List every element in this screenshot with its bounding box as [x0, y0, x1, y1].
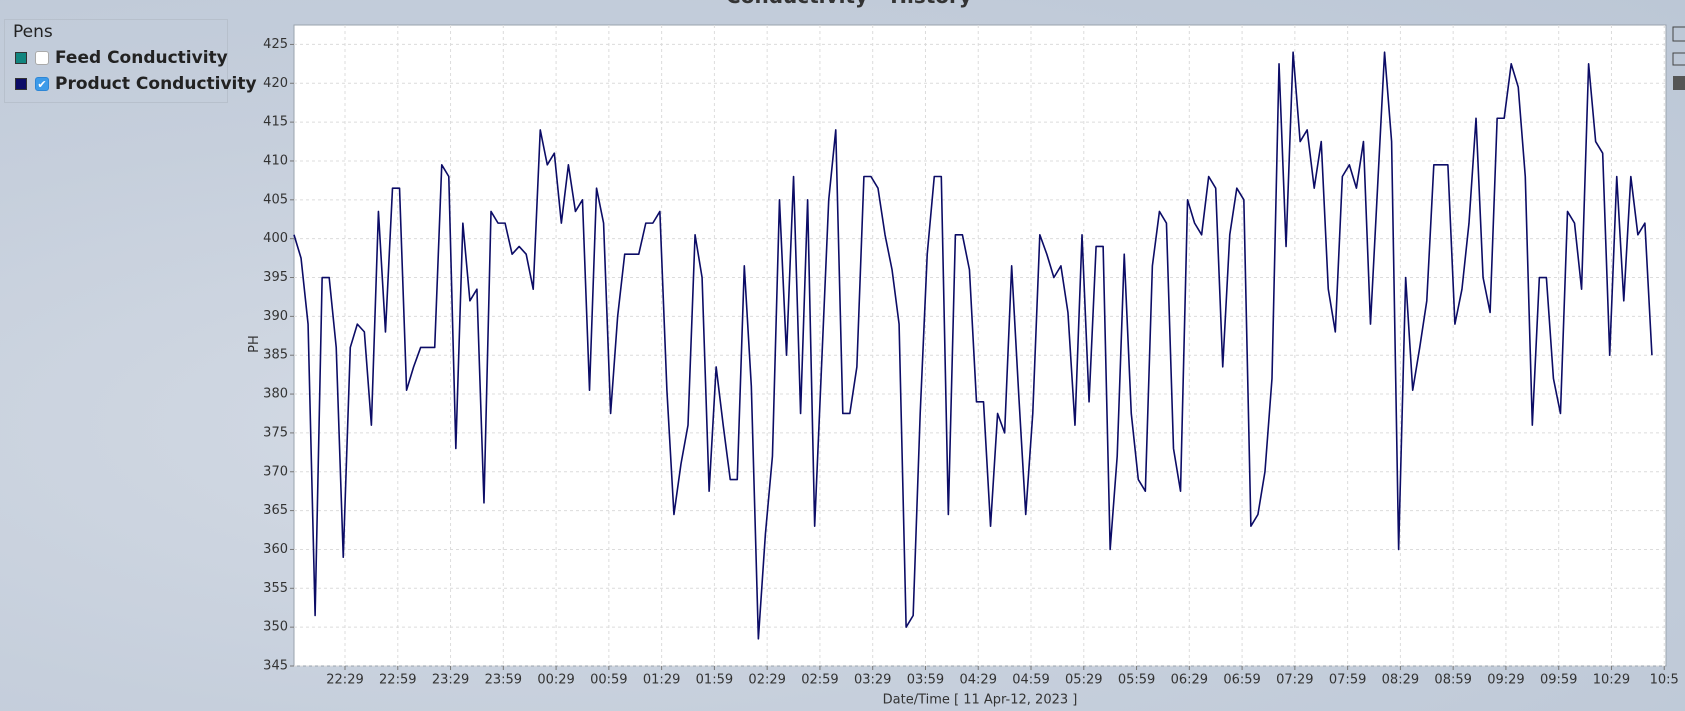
x-tick-label: 01:59 — [696, 673, 733, 688]
legend-swatch — [15, 78, 27, 90]
x-tick-label: 04:29 — [960, 673, 997, 688]
x-tick-label: 07:59 — [1329, 673, 1366, 688]
y-tick-label: 420 — [263, 76, 288, 91]
x-tick-label: 09:29 — [1487, 673, 1524, 688]
grid — [294, 25, 1666, 667]
x-tick-label: 07:29 — [1276, 673, 1313, 688]
x-axis-label: Date/Time [ 11 Apr-12, 2023 ] — [883, 693, 1078, 708]
x-tick-label: 06:59 — [1223, 673, 1260, 688]
x-tick-label: 03:59 — [907, 673, 944, 688]
y-tick-label: 350 — [263, 620, 288, 635]
x-tick-label: 23:59 — [485, 673, 522, 688]
legend-checkbox[interactable]: ✔ — [35, 77, 49, 91]
toolbar — [1672, 26, 1685, 90]
x-tick-label: 02:59 — [801, 673, 838, 688]
legend-checkbox[interactable] — [35, 51, 49, 65]
x-tick-label: 06:29 — [1171, 673, 1208, 688]
y-tick-label: 395 — [263, 270, 288, 285]
chart-title: Conductivity - History — [726, 0, 972, 8]
x-tick-label: 04:59 — [1012, 673, 1049, 688]
y-tick-label: 405 — [263, 192, 288, 207]
y-tick-label: 415 — [263, 115, 288, 130]
x-tick-label: 08:29 — [1382, 673, 1419, 688]
y-tick-label: 390 — [263, 309, 288, 324]
legend-swatch — [15, 52, 27, 64]
y-tick-label: 345 — [263, 659, 288, 674]
legend-label: Feed Conductivity — [55, 48, 228, 68]
y-tick-label: 400 — [263, 231, 288, 246]
x-tick-label: 00:59 — [590, 673, 627, 688]
x-tick-label: 03:29 — [854, 673, 891, 688]
y-tick-label: 410 — [263, 153, 288, 168]
x-tick-label: 22:29 — [326, 673, 363, 688]
y-tick-label: 355 — [263, 581, 288, 596]
x-tick-label: 02:29 — [748, 673, 785, 688]
pens-title: Pens — [13, 22, 53, 42]
series-line — [293, 51, 1653, 640]
x-tick-label: 23:29 — [432, 673, 469, 688]
x-tick-label: 00:29 — [537, 673, 574, 688]
x-tick-label: 22:59 — [379, 673, 416, 688]
save-icon[interactable] — [1673, 76, 1685, 90]
x-tick-label: 05:59 — [1118, 673, 1155, 688]
plot-area — [293, 24, 1667, 667]
y-tick-label: 360 — [263, 542, 288, 557]
x-tick-label: 09:59 — [1540, 673, 1577, 688]
x-tick-label: 10:5 — [1650, 673, 1679, 688]
legend-label: Product Conductivity — [55, 74, 257, 94]
print-icon[interactable] — [1672, 52, 1685, 66]
y-axis-label: PH — [247, 335, 262, 353]
zoom-icon[interactable] — [1672, 26, 1685, 42]
x-tick-label: 10:29 — [1593, 673, 1630, 688]
y-tick-label: 375 — [263, 425, 288, 440]
y-tick-label: 385 — [263, 348, 288, 363]
y-tick-label: 380 — [263, 387, 288, 402]
x-tick-label: 01:29 — [643, 673, 680, 688]
y-tick-label: 370 — [263, 464, 288, 479]
x-tick-label: 08:59 — [1434, 673, 1471, 688]
pens-panel: Pens Feed Conductivity ✔ Product Conductiv… — [4, 19, 257, 103]
y-tick-label: 425 — [263, 37, 288, 52]
y-tick-label: 365 — [263, 503, 288, 518]
x-tick-label: 05:29 — [1065, 673, 1102, 688]
